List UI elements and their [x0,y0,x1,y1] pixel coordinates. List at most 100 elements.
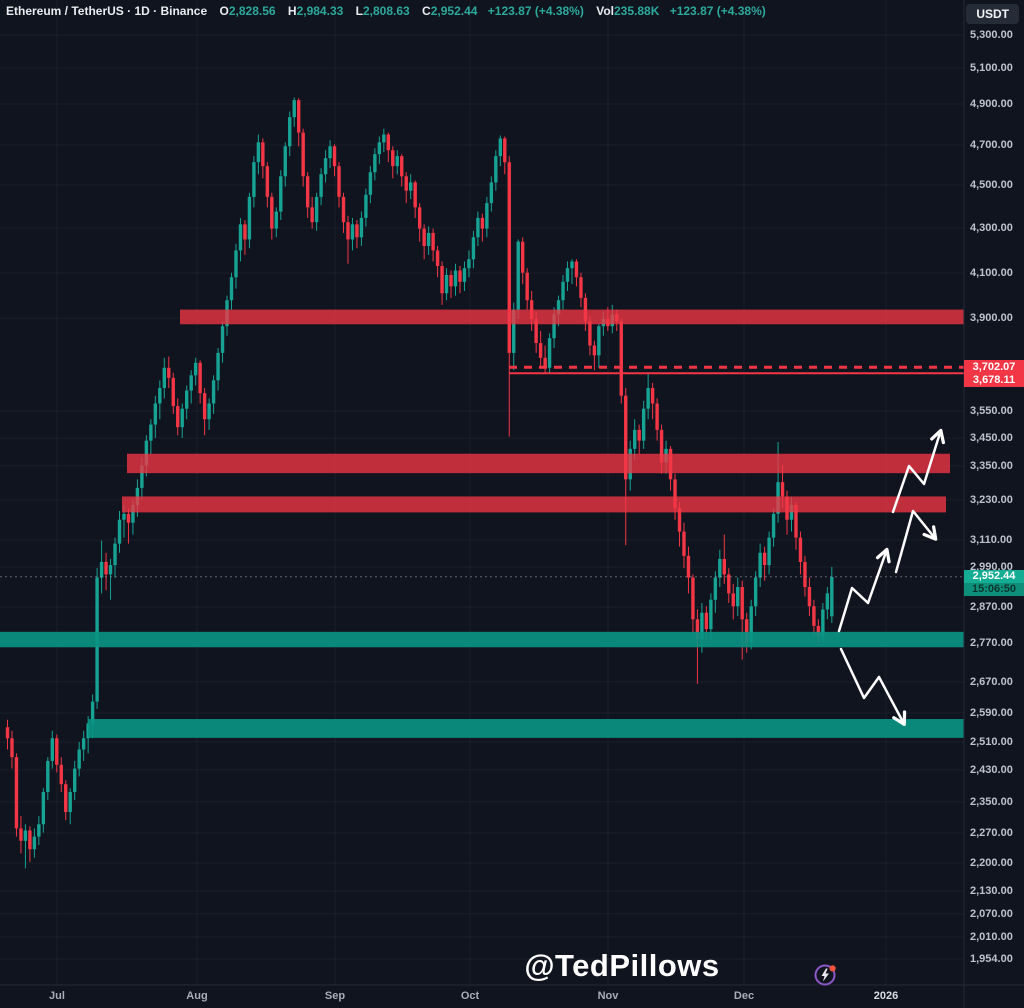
price-tick-label: 3,230.00 [970,494,1013,506]
zone-demand-2510[interactable] [88,719,964,738]
candle-body [305,176,310,208]
price-axis[interactable]: 5,300.00 5,100.00 4,900.00 4,700.00 4,500.00… [964,0,1024,985]
arrow-projection-down[interactable] [839,647,907,727]
candle-body [426,232,431,247]
candle-body [673,479,677,509]
candle-body [395,156,399,167]
candle-body [32,836,37,850]
price-tick-label: 3,110.00 [970,534,1013,546]
candle-body [297,100,301,133]
candle-body [565,268,570,282]
arrow-projection-up-1[interactable] [837,547,891,633]
candle-body [73,768,77,793]
candle-body [68,792,72,813]
volume: Vol235.88K [596,4,660,18]
candle-body [117,519,122,544]
candle-body [301,132,305,177]
candle-body [534,319,538,344]
candle-body [140,465,144,488]
bar-countdown: 15:06:50 [964,582,1024,596]
arrow-projection-pullback[interactable] [894,509,938,574]
candle-body [234,250,238,278]
candle-body [185,390,189,409]
candle-body [346,222,350,240]
candle-body [471,237,476,260]
candle-body [458,270,462,282]
candle-body [37,824,41,837]
price-change: +123.87 (+4.38%) [487,4,584,18]
price-tick-label: 4,300.00 [970,222,1013,234]
price-tick-label: 2,670.00 [970,676,1013,688]
candle-body [404,176,408,191]
arrow-projection-up-2[interactable] [891,428,946,514]
chart-legend[interactable]: Ethereum / TetherUS · 1D · Binance O2,82… [6,4,766,18]
candle-body [798,537,803,562]
boost-icon[interactable] [812,961,838,987]
candle-body [247,196,252,240]
zone-supply-3900[interactable] [180,309,964,325]
candle-body [328,146,332,159]
symbol-title[interactable]: Ethereum / TetherUS · 1D · Binance [6,4,208,18]
watermark-handle: @TedPillows [524,948,720,983]
candle-body [77,749,81,769]
candle-body [624,395,628,480]
candle-body [158,388,162,404]
price-tick-label: 2,270.00 [970,827,1013,839]
candle-body [655,403,659,430]
candle-body [489,182,494,204]
candle-body [337,166,341,197]
candle-body [171,377,175,407]
candle-body [619,321,623,396]
candle-body [516,241,520,310]
candle-body [216,352,220,381]
candle-body [368,172,373,195]
ohlc-close: C2,952.44 [422,4,478,18]
candle-body [131,505,135,523]
candle-body [5,727,10,739]
candle-body [288,117,292,147]
candle-body [749,606,753,643]
candle-body [23,830,28,841]
price-tick-label: 2,010.00 [970,931,1013,943]
candle-body [198,362,202,394]
candle-body [113,543,117,566]
candle-body [525,272,529,301]
candle-body [50,738,54,761]
candle-body [570,261,574,269]
candle-body [122,513,126,520]
candle-body [736,587,740,607]
candle-body [476,217,480,238]
candle-body [90,701,95,724]
candle-body [507,162,511,353]
candle-body [695,619,700,640]
zone-supply-3200[interactable] [122,496,946,513]
candle-body [14,757,19,829]
price-level-badge-2: 3,678.11 [964,373,1024,388]
time-tick-label: Jul [49,990,65,1002]
candlestick-series [5,97,834,869]
time-tick-label: Sep [324,990,346,1002]
candle-body [794,505,798,538]
candle-body [449,274,453,287]
candle-body [740,587,744,620]
candle-body [597,326,601,356]
zone-demand-2770[interactable] [0,631,964,648]
candle-body [821,609,825,636]
candle-body [650,388,655,404]
candle-body [485,203,489,229]
time-tick-label: Nov [597,990,619,1002]
candle-body [99,561,104,578]
candle-body [440,265,444,294]
zone-supply-3350[interactable] [127,453,950,474]
price-tick-label: 2,510.00 [970,736,1013,748]
candle-body [713,577,718,600]
time-axis[interactable]: Jul Aug Sep Oct Nov Dec 2026 [0,985,1024,1008]
candle-body [588,321,592,346]
candle-body [202,393,207,420]
candle-body [807,587,812,607]
candle-body [382,134,386,143]
candle-body [279,176,283,212]
currency-button[interactable]: USDT [966,4,1019,24]
candle-body [46,760,50,793]
